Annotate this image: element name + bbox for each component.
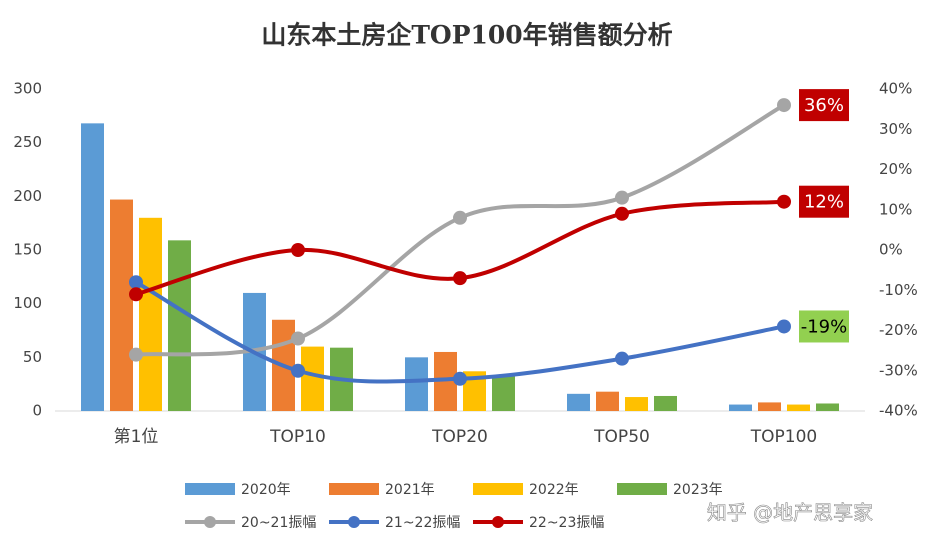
- legend-label: 2021年: [385, 482, 435, 498]
- line-marker: [777, 98, 791, 113]
- value-label-box: [799, 185, 849, 218]
- value-label: 36%: [804, 95, 844, 116]
- bar: [405, 357, 428, 411]
- y2-tick-label: -20%: [879, 321, 918, 339]
- line-marker: [129, 347, 143, 362]
- y2-tick-label: 0%: [879, 241, 903, 259]
- legend-label: 21~22振幅: [385, 515, 460, 531]
- line-marker: [291, 243, 305, 257]
- legend-swatch: [473, 483, 523, 495]
- bar: [787, 404, 810, 411]
- y2-tick-label: 10%: [879, 200, 912, 218]
- line-marker: [615, 351, 629, 366]
- line-marker: [291, 331, 305, 346]
- legend-label: 2020年: [241, 482, 291, 498]
- bar: [492, 375, 515, 411]
- bar: [625, 397, 648, 411]
- legend-marker: [492, 516, 504, 528]
- bar: [758, 402, 781, 411]
- x-tick-label: TOP10: [269, 427, 326, 447]
- bar: [596, 391, 619, 411]
- line-marker: [129, 275, 143, 290]
- y2-tick-label: -30%: [879, 361, 918, 379]
- y-tick-label: 50: [23, 348, 42, 366]
- line-marker: [777, 319, 791, 334]
- y2-tick-label: -40%: [879, 402, 918, 420]
- bar: [567, 393, 590, 411]
- line-marker: [453, 271, 467, 286]
- y-tick-label: 200: [13, 187, 42, 205]
- legend-label: 22~23振幅: [529, 515, 604, 531]
- y2-tick-label: 40%: [879, 80, 912, 98]
- line-marker: [129, 287, 143, 302]
- bar: [110, 199, 133, 411]
- legend-marker: [204, 516, 216, 528]
- y2-tick-label: -10%: [879, 281, 918, 299]
- line-marker: [615, 190, 629, 205]
- legend-marker: [348, 516, 360, 528]
- legend-label: 2022年: [529, 482, 579, 498]
- bar: [168, 240, 191, 411]
- x-tick-label: TOP50: [593, 427, 650, 447]
- watermark: 知乎 @地产思享家: [707, 501, 873, 525]
- y2-tick-label: 20%: [879, 160, 912, 178]
- bar: [463, 371, 486, 411]
- bar: [654, 395, 677, 411]
- y-tick-label: 100: [13, 294, 42, 312]
- line-marker: [453, 371, 467, 386]
- bar: [81, 123, 104, 411]
- x-tick-label: TOP100: [750, 427, 817, 447]
- bar: [434, 351, 457, 411]
- value-label: 12%: [804, 192, 844, 213]
- line-marker: [291, 363, 305, 378]
- value-label: -19%: [801, 316, 848, 337]
- value-label-box: [799, 89, 849, 122]
- x-tick-label: 第1位: [114, 427, 159, 447]
- line-marker: [453, 210, 467, 225]
- line-marker: [777, 194, 791, 209]
- y2-tick-label: 30%: [879, 120, 912, 138]
- bar: [729, 404, 752, 411]
- y-tick-label: 0: [32, 402, 42, 420]
- legend-swatch: [329, 483, 379, 495]
- y-tick-label: 250: [13, 133, 42, 151]
- legend-label: 20~21振幅: [241, 515, 316, 531]
- bar: [301, 346, 324, 411]
- legend-swatch: [617, 483, 667, 495]
- x-tick-label: TOP20: [431, 427, 488, 447]
- y-tick-label: 150: [13, 241, 42, 259]
- bar: [139, 217, 162, 411]
- legend-swatch: [185, 483, 235, 495]
- line-marker: [615, 206, 629, 221]
- bar: [816, 403, 839, 411]
- y-tick-label: 300: [13, 80, 42, 98]
- chart-title: 山东本土房企TOP100年销售额分析: [261, 21, 672, 50]
- value-label-box: [799, 310, 849, 343]
- legend-label: 2023年: [673, 482, 723, 498]
